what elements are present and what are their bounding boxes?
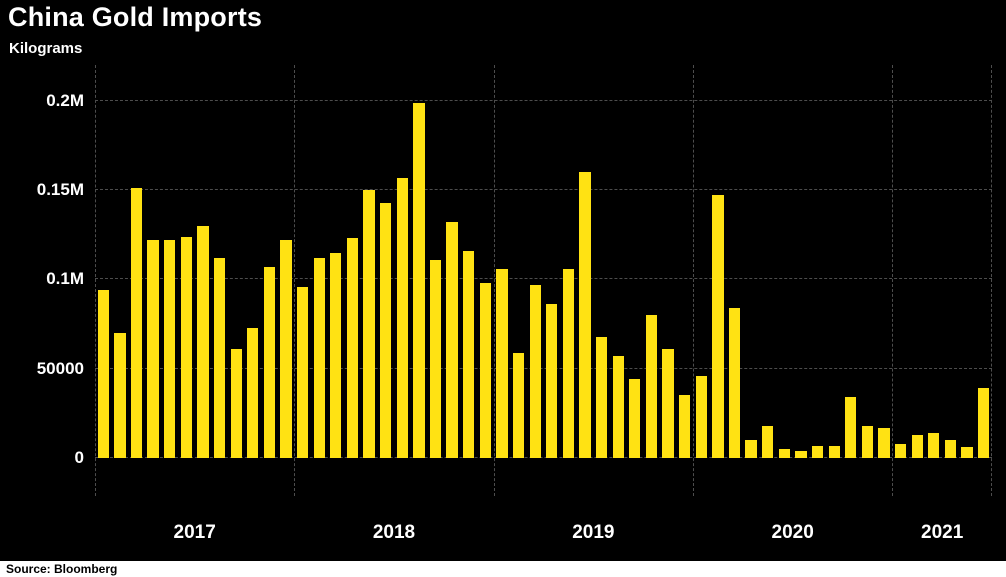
bar <box>612 356 624 458</box>
bar <box>413 102 425 458</box>
bar <box>330 252 342 458</box>
horizontal-gridline <box>95 367 992 369</box>
bar <box>911 434 923 458</box>
bar <box>197 225 209 458</box>
vertical-gridline <box>294 65 296 496</box>
bar <box>396 177 408 458</box>
bar <box>778 449 790 458</box>
horizontal-gridline <box>95 278 992 280</box>
y-axis-tick-label: 0.2M <box>46 90 84 110</box>
bar <box>944 440 957 458</box>
bar <box>263 266 276 458</box>
chart-title: China Gold Imports <box>8 2 263 32</box>
bar <box>247 327 259 458</box>
vertical-gridline <box>493 65 495 496</box>
bar <box>479 282 491 458</box>
bar <box>429 259 442 458</box>
bar <box>313 257 325 458</box>
bar <box>446 222 458 458</box>
vertical-gridline <box>991 65 992 496</box>
bar <box>363 190 375 458</box>
bar <box>745 440 757 458</box>
bar <box>496 268 508 458</box>
bar <box>811 445 824 458</box>
bar <box>529 284 541 458</box>
vertical-gridline <box>892 65 894 496</box>
bar <box>928 433 940 458</box>
x-axis-year-label: 2018 <box>372 522 416 543</box>
bar <box>762 425 774 458</box>
bar <box>828 445 840 458</box>
bar <box>894 443 907 458</box>
source-label: Source: Bloomberg <box>6 562 118 576</box>
bar <box>878 427 890 458</box>
bar <box>463 250 475 458</box>
bar <box>546 304 558 458</box>
bar <box>595 336 608 458</box>
bar <box>579 172 591 458</box>
bar <box>712 195 724 458</box>
bar <box>346 238 359 458</box>
bar <box>114 332 126 458</box>
bar <box>679 395 691 458</box>
bar <box>562 268 575 458</box>
bar <box>280 240 292 458</box>
bar <box>164 240 176 458</box>
bar <box>296 286 309 458</box>
source-bar: Source: Bloomberg <box>0 561 1006 577</box>
y-axis-tick-label: 0.15M <box>36 180 84 200</box>
x-axis-year-label: 2020 <box>771 522 814 543</box>
bar <box>380 202 392 458</box>
horizontal-gridline <box>95 457 992 458</box>
bar <box>629 379 641 458</box>
vertical-gridline <box>693 65 694 496</box>
y-axis-tick-label: 0 <box>74 448 84 467</box>
bar <box>213 257 226 458</box>
x-axis-year-label: 2021 <box>921 522 964 543</box>
bar <box>130 188 143 458</box>
bar <box>97 290 109 458</box>
bar <box>180 236 192 458</box>
vertical-gridline <box>95 65 96 496</box>
horizontal-gridline <box>95 99 992 101</box>
bar <box>861 425 874 458</box>
bar <box>512 352 525 458</box>
bar <box>961 447 973 458</box>
bar <box>978 388 990 458</box>
bar <box>695 375 707 458</box>
y-axis-tick-label: 50000 <box>36 358 84 378</box>
y-axis-tick-label: 0.1M <box>46 269 84 289</box>
bar <box>845 397 857 458</box>
bar <box>662 349 674 458</box>
horizontal-gridline <box>95 189 992 191</box>
bar <box>728 307 741 458</box>
bar <box>230 349 242 458</box>
bar <box>147 240 159 458</box>
x-axis-year-label: 2017 <box>173 522 216 543</box>
x-axis-year-label: 2019 <box>572 522 615 543</box>
bar <box>795 450 807 458</box>
chart-subtitle: Kilograms <box>9 40 83 57</box>
plot-area <box>95 65 992 496</box>
bar <box>645 315 658 458</box>
